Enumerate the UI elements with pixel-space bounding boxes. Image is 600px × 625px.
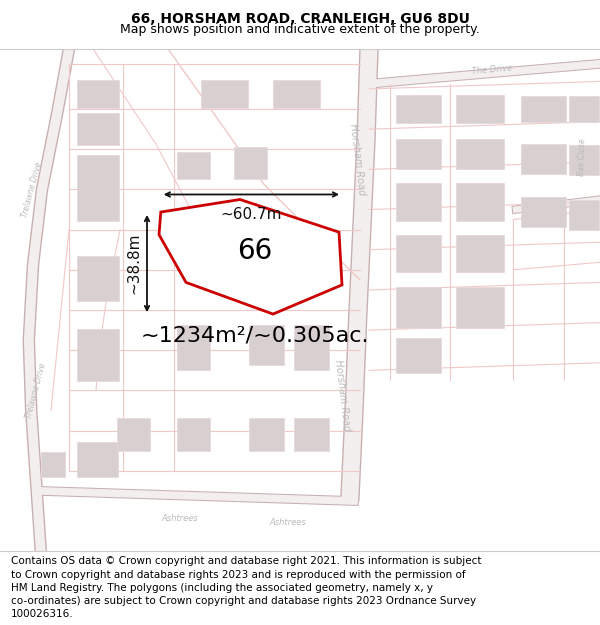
Text: ~1234m²/~0.305ac.: ~1234m²/~0.305ac. bbox=[141, 325, 370, 345]
Text: Bax Close: Bax Close bbox=[577, 138, 587, 176]
Text: Map shows position and indicative extent of the property.: Map shows position and indicative extent… bbox=[120, 23, 480, 36]
Bar bbox=[177, 418, 210, 451]
Text: Trelawne Drive: Trelawne Drive bbox=[24, 362, 48, 419]
Bar bbox=[77, 256, 119, 301]
Bar bbox=[396, 288, 441, 328]
Text: ~60.7m: ~60.7m bbox=[221, 207, 282, 222]
Bar bbox=[77, 442, 118, 477]
Bar bbox=[396, 338, 441, 373]
Bar bbox=[521, 96, 566, 122]
Bar bbox=[177, 152, 210, 179]
Bar bbox=[396, 234, 441, 272]
Bar bbox=[249, 325, 284, 366]
Polygon shape bbox=[159, 199, 342, 314]
Text: 66: 66 bbox=[237, 238, 272, 266]
Bar bbox=[249, 258, 284, 292]
Bar bbox=[456, 234, 504, 272]
Bar bbox=[521, 197, 566, 227]
Bar bbox=[77, 112, 119, 145]
Bar bbox=[456, 96, 504, 123]
Bar bbox=[396, 183, 441, 221]
Text: Trelawne Drive: Trelawne Drive bbox=[20, 161, 44, 218]
Bar bbox=[201, 81, 248, 108]
Bar bbox=[249, 418, 284, 451]
Text: Contains OS data © Crown copyright and database right 2021. This information is : Contains OS data © Crown copyright and d… bbox=[11, 556, 481, 619]
Bar bbox=[41, 452, 65, 477]
Bar bbox=[77, 81, 119, 108]
Bar bbox=[177, 325, 210, 371]
Text: ~38.8m: ~38.8m bbox=[127, 233, 142, 294]
Bar bbox=[77, 155, 119, 221]
Bar bbox=[234, 147, 267, 179]
Text: Horsham Road: Horsham Road bbox=[333, 359, 352, 432]
Text: Horsham Road: Horsham Road bbox=[347, 123, 367, 196]
Bar bbox=[273, 81, 320, 108]
Bar bbox=[117, 418, 150, 451]
Bar bbox=[396, 96, 441, 123]
Bar bbox=[569, 145, 599, 176]
Text: 66, HORSHAM ROAD, CRANLEIGH, GU6 8DU: 66, HORSHAM ROAD, CRANLEIGH, GU6 8DU bbox=[131, 12, 469, 26]
Text: Ashtrees: Ashtrees bbox=[161, 514, 199, 523]
Text: Ashtrees: Ashtrees bbox=[269, 518, 307, 527]
Bar bbox=[456, 139, 504, 169]
Bar bbox=[456, 183, 504, 221]
Bar bbox=[521, 144, 566, 174]
Text: The Drive: The Drive bbox=[472, 64, 512, 76]
Bar bbox=[77, 329, 119, 381]
Bar bbox=[569, 199, 599, 229]
Bar bbox=[396, 139, 441, 169]
Bar bbox=[294, 418, 329, 451]
Bar bbox=[569, 96, 599, 122]
Bar bbox=[456, 288, 504, 328]
Bar bbox=[294, 325, 329, 371]
